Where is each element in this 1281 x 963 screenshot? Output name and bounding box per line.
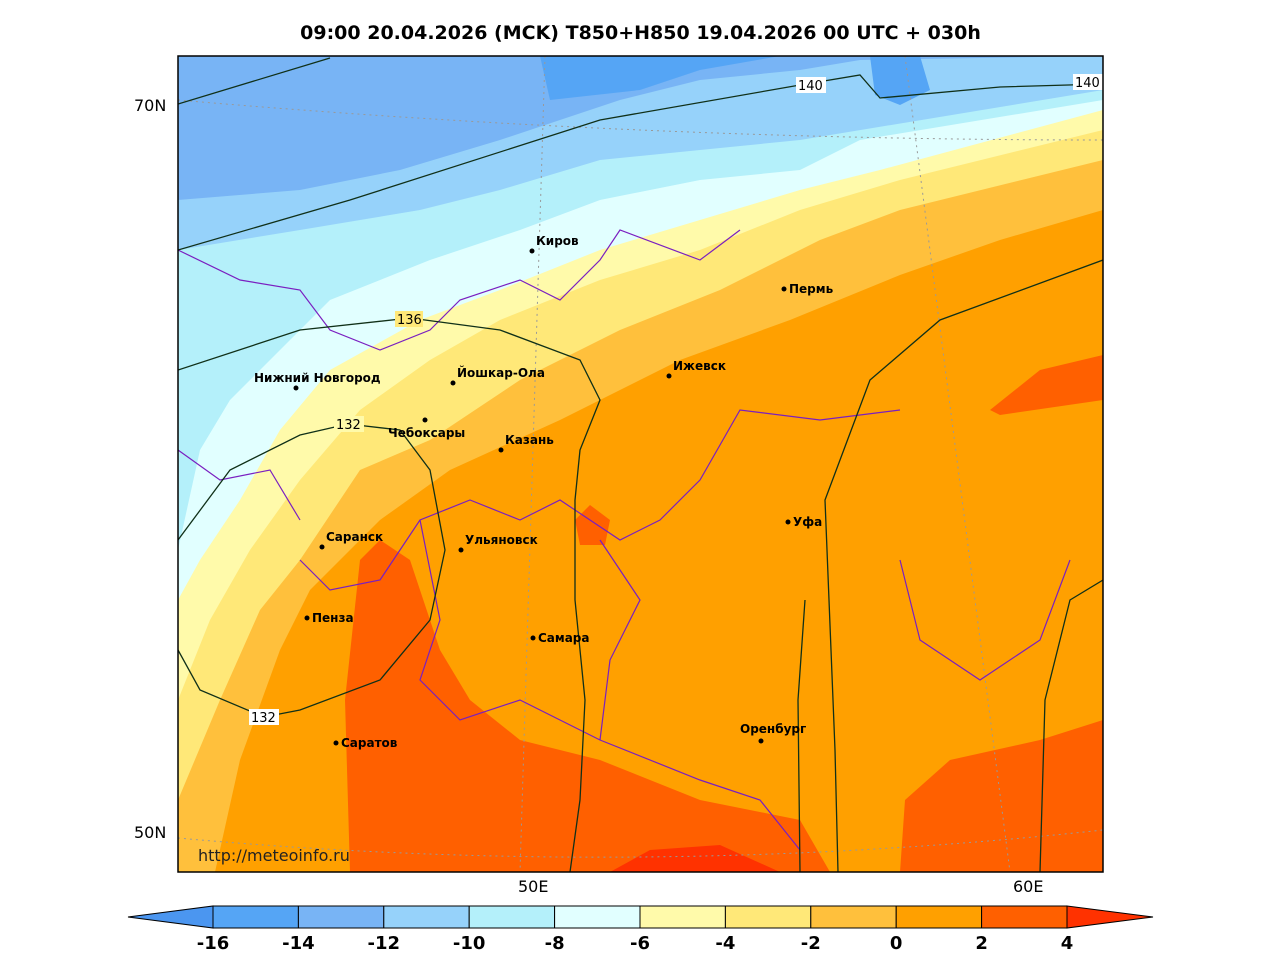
city-dot-icon [529, 248, 535, 254]
city-marker: Ижевск [666, 359, 726, 379]
colorbar-extend-low [127, 905, 214, 929]
city-label: Йошкар-Ола [457, 365, 545, 380]
city-marker: Пенза [304, 611, 354, 625]
colorbar-swatch [383, 905, 470, 929]
contour-label: 132 [336, 418, 361, 433]
cities: Киров Пермь Нижний Новгород Йошкар-Ола Ижевс… [254, 234, 834, 750]
map-title: 09:00 20.04.2026 (MCK) T850+H850 19.04.2… [300, 22, 981, 44]
city-label: Казань [505, 433, 554, 447]
city-marker: Саратов [333, 736, 398, 750]
band-2-4 [345, 355, 1103, 872]
city-dot-icon [498, 447, 504, 453]
city-dot-icon [666, 373, 672, 379]
contour-label: 140 [798, 79, 823, 94]
city-dot-icon [781, 286, 787, 292]
city-label: Ульяновск [465, 533, 538, 547]
colorbar-tick-label: -16 [197, 933, 230, 954]
colorbar-tick-label: -4 [715, 933, 735, 954]
lat-label: 70N [134, 96, 166, 115]
colorbar-tick-label: 4 [1061, 933, 1074, 954]
colorbar-swatch [554, 905, 641, 929]
city-marker: Уфа [785, 515, 822, 529]
city-dot-icon [450, 380, 456, 386]
city-dot-icon [758, 738, 764, 744]
city-label: Нижний Новгород [254, 371, 381, 385]
city-marker: Йошкар-Ола [450, 365, 545, 386]
colorbar-tick-label: -2 [801, 933, 821, 954]
band-minus16-minus14 [540, 56, 930, 105]
city-label: Чебоксары [388, 426, 465, 440]
city-label: Самара [538, 631, 590, 645]
band-above-4 [610, 845, 780, 872]
city-marker: Ульяновск [458, 533, 538, 553]
city-label: Пенза [312, 611, 354, 625]
city-label: Ижевск [673, 359, 726, 373]
city-label: Саратов [341, 736, 398, 750]
contour-label: 140 [1075, 76, 1100, 91]
lat-label: 50N [134, 823, 166, 842]
contour-labels: 140 140 136 132 132 [249, 74, 1103, 726]
city-marker: Казань [498, 433, 554, 453]
city-marker: Пермь [781, 282, 834, 296]
city-dot-icon [293, 385, 299, 391]
contour-label: 132 [251, 711, 276, 726]
colorbar-tick-label: 2 [975, 933, 988, 954]
colorbar-swatch [639, 905, 726, 929]
colorbar-swatch [810, 905, 897, 929]
colorbar-swatch [212, 905, 299, 929]
colorbar-extend-high [1066, 905, 1154, 929]
city-dot-icon [530, 635, 536, 641]
colorbar-tick-label: -8 [545, 933, 565, 954]
colorbar-swatch [981, 905, 1068, 929]
colorbar-swatch [468, 905, 556, 929]
colorbar-tick-label: -6 [630, 933, 650, 954]
city-label: Оренбург [740, 722, 806, 736]
city-marker: Киров [529, 234, 579, 254]
colorbar-swatch [895, 905, 983, 929]
city-marker: Саранск [319, 530, 383, 550]
region-borders [178, 229, 1071, 851]
map-frame [177, 55, 1104, 873]
city-dot-icon [333, 740, 339, 746]
contour-label: 136 [397, 313, 422, 328]
city-dot-icon [422, 417, 428, 423]
colorbar-swatch [297, 905, 385, 929]
colorbar-tick-label: -10 [453, 933, 486, 954]
colorbar-tick-label: -12 [368, 933, 401, 954]
city-marker: Оренбург [740, 722, 806, 744]
city-label: Саранск [326, 530, 383, 544]
city-label: Уфа [793, 515, 822, 529]
colorbar-tick-label: 0 [890, 933, 903, 954]
watermark: http://meteoinfo.ru [198, 846, 350, 865]
city-marker: Чебоксары [388, 417, 465, 440]
colorbar-swatch [724, 905, 812, 929]
temperature-field: 140 140 136 132 132 Киров Пермь Нижний Нов… [178, 56, 1103, 872]
city-dot-icon [319, 544, 325, 550]
city-label: Киров [536, 234, 579, 248]
lon-label: 60E [1013, 877, 1043, 896]
band-minus14-minus12 [178, 56, 1103, 200]
city-label: Пермь [789, 282, 834, 296]
colorbar-tick-label: -14 [282, 933, 315, 954]
city-dot-icon [304, 615, 310, 621]
colorbar: -16 -14 -12 -10 -8 -6 -4 -2 0 2 4 [127, 905, 1154, 954]
city-dot-icon [785, 519, 791, 525]
city-marker: Нижний Новгород [254, 371, 381, 391]
city-dot-icon [458, 547, 464, 553]
lon-label: 50E [518, 877, 548, 896]
city-marker: Самара [530, 631, 590, 645]
